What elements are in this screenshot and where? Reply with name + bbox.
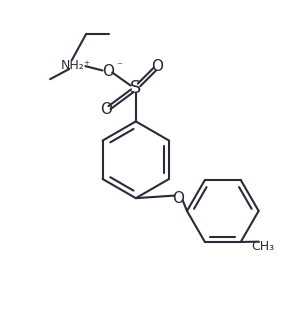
- Text: CH₃: CH₃: [251, 240, 274, 253]
- Text: O: O: [152, 59, 164, 74]
- Text: ⁻: ⁻: [116, 61, 122, 71]
- Text: O: O: [100, 102, 113, 117]
- Text: NH₂⁺: NH₂⁺: [61, 59, 91, 72]
- Text: S: S: [130, 79, 141, 97]
- Text: O: O: [102, 64, 114, 79]
- Text: O: O: [172, 191, 184, 206]
